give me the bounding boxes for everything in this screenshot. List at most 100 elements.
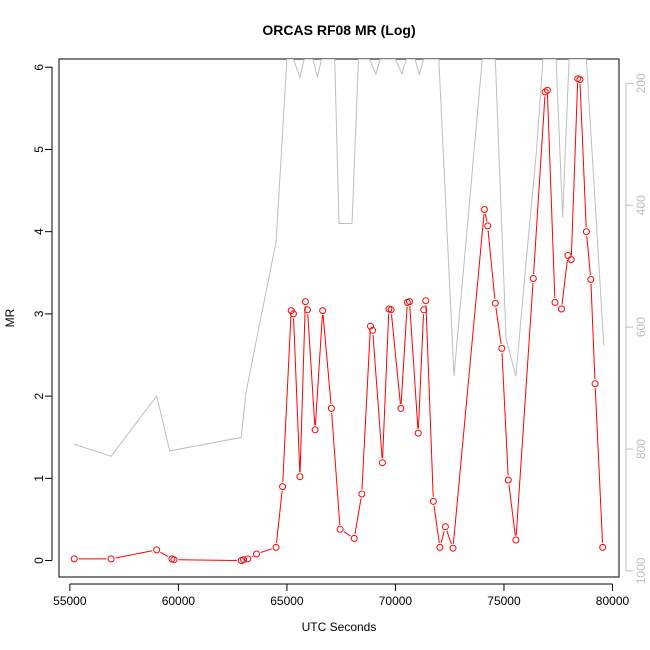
mr-point: [484, 222, 492, 230]
mr-point: [107, 555, 115, 563]
mr-segment: [400, 306, 408, 405]
mr-series: [70, 75, 607, 565]
mr-segment: [343, 531, 351, 537]
mr-segment: [382, 313, 390, 459]
mr-point: [153, 546, 161, 554]
mr-point: [253, 550, 260, 558]
y-tick-label: 1: [32, 475, 46, 482]
mr-point: [512, 536, 520, 544]
mr-point: [350, 534, 358, 542]
mr-segment: [391, 314, 401, 405]
y-tick-label: 5: [32, 146, 46, 153]
mr-point: [319, 307, 327, 315]
mr-segment: [417, 314, 424, 429]
y-tick-label: 3: [32, 310, 46, 317]
mr-point: [289, 310, 297, 318]
chart-title: ORCAS RF08 MR (Log): [262, 22, 415, 38]
mr-point: [582, 228, 590, 236]
mr-point: [304, 306, 311, 314]
mr-point: [369, 326, 377, 334]
mr-point: [397, 404, 405, 412]
mr-point: [504, 476, 512, 484]
mr-point: [336, 525, 344, 533]
mr-segment: [299, 306, 306, 473]
mr-segment: [409, 305, 419, 429]
mr-point: [406, 298, 413, 306]
mr-segment: [372, 334, 383, 459]
mr-point: [541, 88, 549, 96]
mr-point: [558, 305, 565, 313]
mr-segment: [314, 315, 323, 426]
pressure-line: [74, 59, 605, 457]
y2-tick-label: 1000: [634, 557, 648, 584]
mr-point: [327, 404, 335, 412]
mr-point: [414, 429, 422, 437]
mr-segment: [594, 388, 603, 543]
mr-point: [367, 322, 374, 330]
x-tick-label: 70000: [379, 594, 413, 608]
mr-segment: [282, 315, 292, 483]
mr-segment: [501, 352, 509, 476]
y2-tick-label: 600: [634, 317, 648, 337]
mr-segment: [452, 213, 485, 544]
mr-point: [279, 483, 287, 491]
mr-segment: [586, 236, 591, 275]
mr-point: [543, 86, 551, 94]
mr-point: [498, 344, 506, 352]
y-axis-label: MR: [3, 308, 17, 327]
mr-segment: [495, 307, 502, 345]
mr-segment: [561, 259, 568, 305]
mr-point: [551, 298, 559, 306]
mr-segment: [276, 490, 283, 543]
mr-segment: [433, 505, 440, 543]
mr-point: [591, 380, 599, 388]
mr-segment: [293, 318, 301, 473]
mr-segment: [508, 484, 516, 536]
mr-point: [70, 555, 78, 563]
mr-segment: [515, 282, 534, 536]
mr-segment: [487, 230, 496, 299]
mr-segment: [590, 283, 596, 380]
mr-segment: [440, 531, 445, 544]
mr-segment: [307, 314, 316, 426]
mr-point: [358, 490, 366, 498]
mr-point: [576, 76, 584, 84]
mr-point: [529, 275, 537, 282]
mr-point: [422, 297, 430, 305]
x-axis-label: UTC Seconds: [302, 620, 377, 634]
y-tick-label: 0: [32, 557, 46, 564]
mr-point: [449, 544, 457, 552]
mr-point: [296, 473, 304, 481]
mr-point: [587, 275, 595, 283]
mr-segment: [579, 84, 587, 228]
mr-point: [480, 206, 488, 213]
mr-segment: [484, 213, 488, 222]
y2-tick-label: 400: [634, 195, 648, 215]
mr-segment: [331, 412, 341, 525]
x-tick-label: 75000: [487, 594, 521, 608]
mr-segment: [446, 530, 452, 545]
plot-frame: [58, 58, 620, 578]
pressure-series: [74, 59, 605, 457]
mr-segment: [547, 94, 556, 298]
y-tick-label: 6: [32, 64, 46, 71]
y-tick-label: 4: [32, 228, 46, 235]
mr-point: [491, 299, 499, 307]
mr-point: [441, 523, 449, 531]
mr-point: [436, 543, 444, 551]
mr-segment: [178, 559, 237, 561]
mr-segment: [354, 498, 362, 534]
mr-segment: [322, 315, 332, 405]
x-tick-label: 65000: [270, 594, 304, 608]
mr-segment: [160, 551, 169, 558]
mr-point: [420, 306, 428, 314]
mr-segment: [533, 96, 546, 275]
mr-point: [387, 306, 395, 314]
y2-tick-label: 200: [634, 73, 648, 93]
mr-point: [272, 543, 280, 551]
mr-point: [170, 556, 178, 564]
mr-segment: [425, 305, 434, 497]
mr-segment: [115, 550, 153, 559]
mr-point: [311, 426, 319, 434]
